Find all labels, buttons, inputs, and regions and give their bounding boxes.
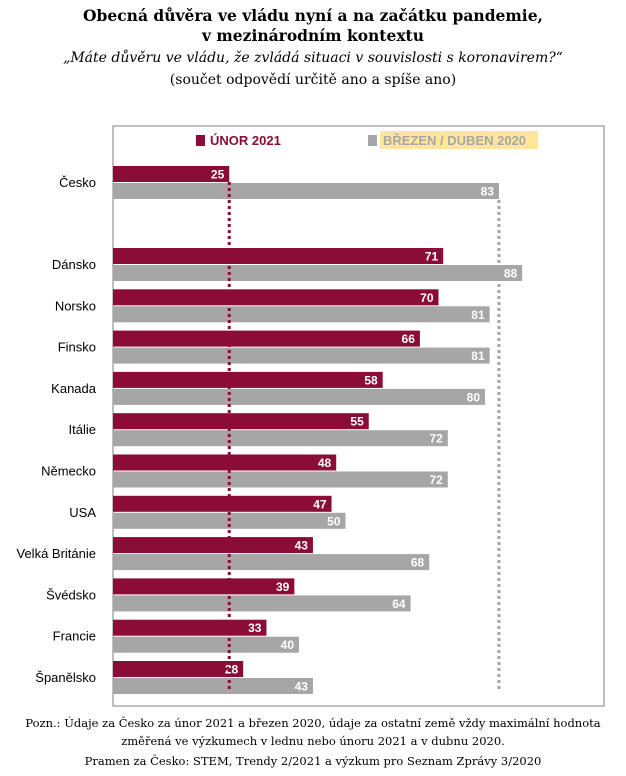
bar-chart: ÚNOR 2021 BŘEZEN / DUBEN 2020 25 83 Česko 7… — [17, 125, 605, 707]
bar-2020-row-10 — [113, 636, 299, 653]
legend-label-2021: ÚNOR 2021 — [210, 133, 281, 148]
legend: ÚNOR 2021 BŘEZEN / DUBEN 2020 — [196, 131, 538, 149]
footnote-line2: změřená ve výzkumech v lednu nebo únoru … — [121, 734, 505, 748]
bar-2021-row-7 — [113, 495, 332, 512]
value-label-2020-row-1: 88 — [504, 267, 518, 281]
footnote-line1: Pozn.: Údaje za Česko za únor 2021 a bře… — [25, 716, 601, 730]
category-label-row-8: Velká Británie — [17, 546, 97, 561]
legend-label-2020: BŘEZEN / DUBEN 2020 — [383, 133, 526, 148]
value-label-2020-row-3: 81 — [471, 349, 485, 363]
bar-2020-row-2 — [113, 306, 490, 323]
value-label-2020-row-8: 68 — [411, 556, 425, 570]
chart-question: „Máte důvěru ve vládu, že zvládá situaci… — [63, 50, 563, 66]
bar-2020-row-5 — [113, 430, 448, 447]
bar-2021-row-6 — [113, 454, 337, 471]
value-label-2021-row-7: 47 — [313, 497, 327, 511]
value-label-2020-row-2: 81 — [471, 308, 485, 322]
bar-2020-row-4 — [113, 388, 485, 405]
bar-2020-row-0 — [113, 183, 499, 199]
value-label-2020-row-10: 40 — [281, 638, 295, 652]
category-label-row-11: Španělsko — [35, 670, 96, 685]
bar-2020-row-6 — [113, 471, 448, 488]
category-label-row-6: Německo — [41, 464, 96, 479]
value-label-2020-row-0: 83 — [481, 185, 495, 199]
category-label-row-7: USA — [69, 505, 96, 520]
bar-2021-row-4 — [113, 371, 383, 388]
bar-2020-row-8 — [113, 554, 430, 571]
legend-highlight — [380, 131, 538, 149]
value-label-2021-row-0: 25 — [211, 168, 225, 182]
value-label-2021-row-4: 58 — [364, 373, 378, 387]
bar-2020-row-1 — [113, 265, 523, 281]
category-label-row-9: Švédsko — [46, 587, 96, 602]
value-label-2021-row-2: 70 — [420, 291, 434, 305]
category-label-row-3: Finsko — [58, 340, 96, 355]
legend-swatch-2021 — [196, 135, 205, 146]
category-label-row-10: Francie — [53, 629, 96, 644]
category-label-row-5: Itálie — [69, 422, 96, 437]
value-label-2020-row-11: 43 — [295, 680, 309, 694]
bar-2021-row-1 — [113, 248, 444, 264]
bar-2021-row-8 — [113, 537, 313, 554]
value-label-2020-row-7: 50 — [327, 514, 341, 528]
value-label-2020-row-4: 80 — [467, 390, 481, 404]
value-label-2020-row-9: 64 — [392, 597, 406, 611]
value-label-2020-row-5: 72 — [429, 432, 443, 446]
value-label-2021-row-6: 48 — [318, 456, 332, 470]
legend-swatch-2020 — [368, 135, 377, 146]
value-label-2021-row-3: 66 — [402, 332, 416, 346]
bar-2020-row-11 — [113, 678, 313, 694]
bar-2021-row-9 — [113, 578, 295, 595]
category-label-row-4: Kanada — [51, 381, 97, 396]
bar-2021-row-0 — [113, 166, 230, 182]
category-label-row-0: Česko — [59, 175, 96, 190]
source-note: Pramen za Česko: STEM, Trendy 2/2021 a v… — [84, 754, 542, 768]
chart-note: (součet odpovědí určitě ano a spíše ano) — [169, 72, 457, 88]
category-label-row-2: Norsko — [55, 298, 96, 313]
chart-title-line2: v mezinárodním kontextu — [201, 26, 424, 45]
bar-2021-row-11 — [113, 661, 244, 677]
value-label-2021-row-11: 28 — [225, 663, 239, 677]
bar-2021-row-3 — [113, 330, 420, 347]
bar-2020-row-3 — [113, 347, 490, 364]
bar-2021-row-10 — [113, 619, 267, 636]
reference-lines — [227, 182, 501, 692]
bar-2020-row-9 — [113, 595, 411, 612]
value-label-2021-row-8: 43 — [295, 539, 309, 553]
value-label-2021-row-1: 71 — [425, 250, 439, 264]
bar-2021-row-2 — [113, 289, 439, 306]
value-label-2021-row-9: 39 — [276, 580, 290, 594]
chart-title-line1: Obecná důvěra ve vládu nyní a na začátku… — [83, 6, 543, 25]
bars-group: 25 83 Česko 71 88 Dánsko 70 81 Norsko 66 81 Finsko 5… — [17, 166, 523, 694]
value-label-2021-row-5: 55 — [350, 415, 364, 429]
value-label-2021-row-10: 33 — [248, 621, 262, 635]
value-label-2020-row-6: 72 — [429, 473, 443, 487]
bar-2021-row-5 — [113, 413, 369, 430]
category-label-row-1: Dánsko — [52, 257, 96, 272]
